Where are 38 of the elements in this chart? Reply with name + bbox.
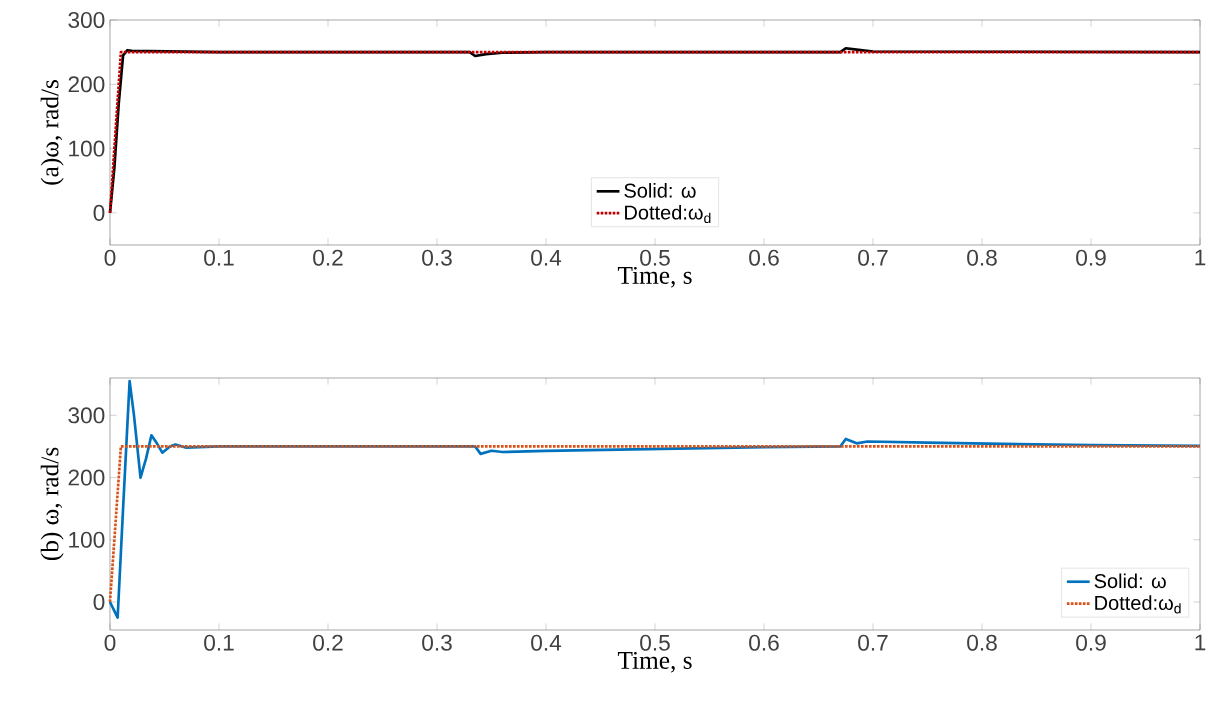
y-axis-title: (a)ω, rad/s [40,80,64,185]
y-tick-label: 100 [69,531,105,548]
x-axis-title: Time, s [617,266,692,288]
x-tick-label: 0.8 [967,249,997,266]
x-tick-label: 0.4 [531,634,562,651]
legend-label: Dotted:ω$_{d}$ [1095,595,1181,614]
x-tick-label: 0 [104,634,116,651]
x-tick-label: 0.7 [858,634,888,651]
x-tick-label: 0.9 [1076,634,1106,651]
x-tick-label: 0.6 [749,249,779,266]
x-tick-label: 0.5 [640,249,670,266]
x-tick-label: 1 [1195,249,1206,266]
y-tick-label: 300 [68,407,105,424]
y-tick-label: 0 [93,204,105,221]
x-tick-label: 0.3 [422,634,452,651]
x-tick-label: 0.1 [204,634,234,651]
y-tick-label: 0 [93,593,105,611]
y-tick-label: 200 [68,76,105,93]
x-tick-label: 0.7 [858,249,888,266]
x-axis-title: Time, s [617,651,692,673]
x-tick-label: 0.6 [749,634,779,651]
x-tick-label: 0.2 [313,634,343,651]
x-tick-label: 0.5 [640,634,670,651]
x-tick-label: 0.2 [313,249,343,266]
x-tick-label: 0.9 [1076,249,1106,266]
y-tick-label: 200 [68,469,105,486]
x-tick-label: 0 [104,249,116,266]
legend-label: Dotted:ω$_{d}$ [625,204,711,224]
x-tick-label: 1 [1195,634,1206,651]
x-tick-label: 0.8 [967,634,997,651]
x-tick-label: 0.3 [422,249,452,266]
legend-label: Solid: ω [624,183,696,198]
y-axis-title: (b) ω, rad/s [40,447,64,561]
x-tick-label: 0.1 [204,249,234,266]
x-tick-label: 0.4 [531,249,562,266]
legend-label: Solid: ω [1094,573,1166,589]
y-tick-label: 100 [69,140,105,157]
y-tick-label: 300 [68,11,105,29]
